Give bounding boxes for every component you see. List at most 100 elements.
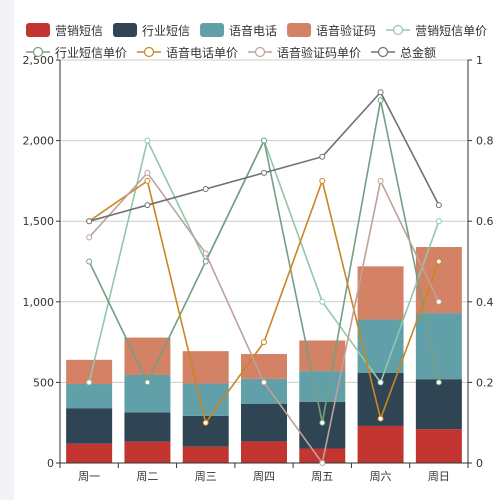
legend-swatch <box>287 23 312 37</box>
data-point[interactable] <box>319 460 326 466</box>
data-point[interactable] <box>319 298 326 305</box>
y-left-tick-label: 500 <box>33 376 54 389</box>
y-left-tick-label: 2,500 <box>23 54 55 67</box>
legend-swatch <box>200 23 225 37</box>
bar-segment[interactable] <box>124 337 171 375</box>
data-point[interactable] <box>377 89 384 96</box>
bar-segment[interactable] <box>66 384 113 409</box>
y-right-tick-label: 0 <box>476 457 483 470</box>
legend-item[interactable]: 行业短信 <box>113 23 190 38</box>
legend-swatch-marker <box>143 46 155 58</box>
bar-segment[interactable] <box>66 443 113 463</box>
x-tick-label: 周一 <box>78 470 100 483</box>
bar-segment[interactable] <box>357 319 404 373</box>
data-point[interactable] <box>377 177 384 184</box>
x-tick-label: 周六 <box>370 470 392 483</box>
data-point[interactable] <box>435 218 442 225</box>
data-point[interactable] <box>86 379 93 386</box>
legend-label: 语音验证码单价 <box>277 45 361 60</box>
legend-swatch-marker <box>392 24 404 36</box>
data-point[interactable] <box>377 415 384 422</box>
legend-item[interactable]: 总金额 <box>371 45 436 60</box>
legend-label: 营销短信单价 <box>415 24 487 38</box>
x-tick-label: 周五 <box>311 470 333 483</box>
bar-segment[interactable] <box>241 354 287 379</box>
data-point[interactable] <box>319 153 326 160</box>
x-tick-label: 周四 <box>253 470 275 483</box>
bar-segment[interactable] <box>415 313 462 380</box>
legend-label: 行业短信单价 <box>55 46 127 60</box>
y-right-tick-label: 0.6 <box>476 215 494 228</box>
data-point[interactable] <box>261 169 267 176</box>
bar-segment[interactable] <box>124 412 171 442</box>
legend-item[interactable]: 营销短信 <box>26 23 103 38</box>
data-point[interactable] <box>261 379 267 386</box>
legend-item[interactable]: 语音验证码单价 <box>248 45 361 60</box>
axes: 0 500 1,000 1,500 2,000 2,500 0 0.2 0.4 0.6 0.8 1 周一… <box>23 54 494 483</box>
legend-swatch <box>113 23 138 37</box>
bar-segment[interactable] <box>415 379 462 430</box>
bar-segment[interactable] <box>182 383 229 416</box>
data-point[interactable] <box>144 202 151 209</box>
x-tick-label: 周二 <box>136 470 158 483</box>
data-point[interactable] <box>202 419 209 426</box>
series-line[interactable] <box>88 90 440 222</box>
y-right-tick-label: 0.8 <box>476 135 494 148</box>
data-point[interactable] <box>377 97 384 104</box>
data-point[interactable] <box>86 234 93 241</box>
y-left-tick-label: 1,000 <box>23 296 55 309</box>
data-point[interactable] <box>144 169 151 176</box>
data-point[interactable] <box>202 250 209 257</box>
y-left-tick-label: 2,000 <box>23 135 55 148</box>
bar-segment[interactable] <box>357 266 404 320</box>
legend-label: 语音电话单价 <box>166 45 238 60</box>
bar-segment[interactable] <box>299 448 346 463</box>
data-point[interactable] <box>435 298 442 305</box>
bar-segment[interactable] <box>124 441 171 463</box>
bar-segment[interactable] <box>415 429 462 463</box>
bar-segment[interactable] <box>241 403 287 442</box>
data-point[interactable] <box>144 177 151 184</box>
legend-label: 语音电话 <box>229 23 277 38</box>
data-point[interactable] <box>144 379 151 386</box>
data-point[interactable] <box>261 339 267 346</box>
y-left-tick-label: 1,500 <box>23 215 55 228</box>
legend-label: 营销短信 <box>55 24 103 38</box>
data-point[interactable] <box>435 202 442 209</box>
bar-segment[interactable] <box>357 425 404 463</box>
data-point[interactable] <box>435 258 442 265</box>
bar-segment[interactable] <box>241 441 287 463</box>
legend-item[interactable]: 营销短信单价 <box>386 24 487 38</box>
y-right-tick-label: 0.2 <box>476 376 494 389</box>
data-point[interactable] <box>377 379 384 386</box>
data-point[interactable] <box>435 379 442 386</box>
data-point[interactable] <box>261 137 267 144</box>
legend-label: 语音验证码 <box>316 23 376 38</box>
legend-label: 总金额 <box>400 45 436 60</box>
legend-item[interactable]: 语音电话单价 <box>137 45 238 60</box>
data-point[interactable] <box>202 185 209 192</box>
data-point[interactable] <box>144 137 151 144</box>
x-tick-label: 周三 <box>195 470 217 483</box>
data-point[interactable] <box>86 218 93 225</box>
legend-label: 行业短信 <box>142 24 190 38</box>
side-strip <box>0 0 14 500</box>
y-left-tick-label: 0 <box>47 457 54 470</box>
legend-swatch-marker <box>377 46 389 58</box>
bar-segment[interactable] <box>182 446 229 463</box>
x-tick-label: 周日 <box>428 470 450 483</box>
legend-item[interactable]: 语音验证码 <box>287 23 376 38</box>
bar-segment[interactable] <box>66 408 113 444</box>
legend-swatch-marker <box>254 46 266 58</box>
legend-item[interactable]: 语音电话 <box>200 23 277 38</box>
data-point[interactable] <box>86 258 93 265</box>
data-point[interactable] <box>319 419 326 426</box>
data-point[interactable] <box>319 177 326 184</box>
legend-item[interactable]: 行业短信单价 <box>26 46 127 60</box>
bar-series <box>66 246 462 463</box>
data-point[interactable] <box>202 258 209 265</box>
y-right-tick-label: 1 <box>476 54 483 67</box>
